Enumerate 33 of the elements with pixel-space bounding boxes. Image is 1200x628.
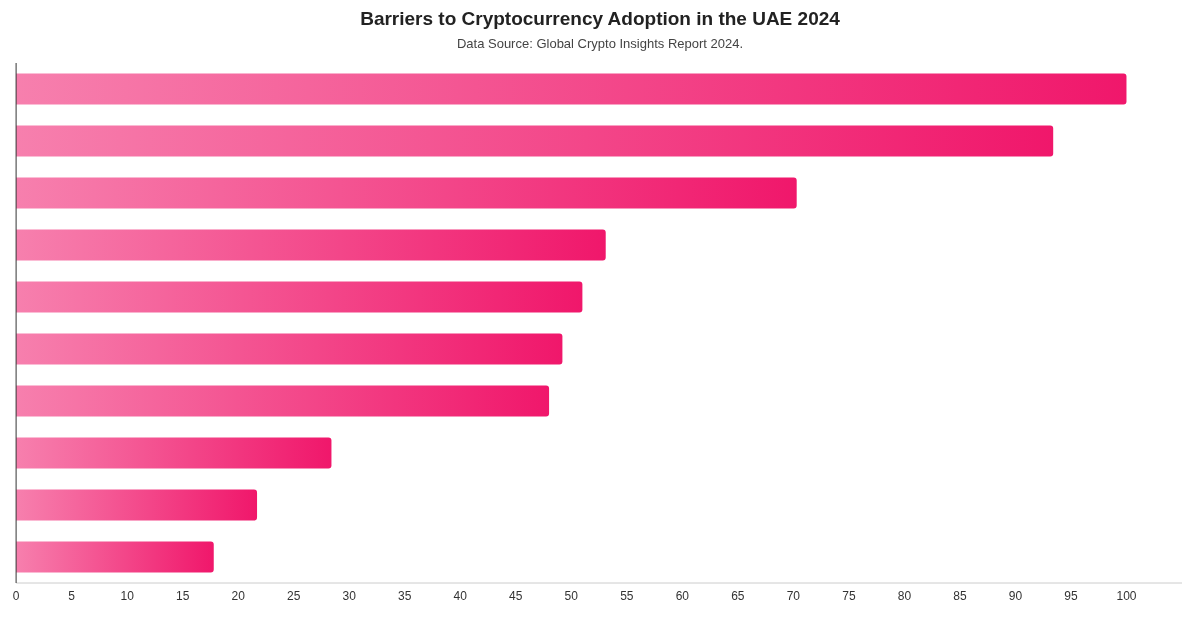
x-tick-label: 40 — [453, 588, 468, 603]
bar — [16, 177, 797, 209]
x-tick-label: 25 — [287, 588, 301, 603]
bar — [16, 73, 1127, 105]
x-tick-label: 10 — [120, 588, 135, 603]
x-tick-label: 0 — [12, 588, 20, 603]
x-tick-label: 50 — [564, 588, 579, 603]
x-tick-label: 100 — [1116, 588, 1137, 603]
x-tick-label: 70 — [786, 588, 801, 603]
chart-subtitle: Data Source: Global Crypto Insights Report 2024. — [455, 36, 745, 51]
x-tick-label: 65 — [731, 588, 745, 603]
x-tick-label: 15 — [175, 588, 190, 603]
bar — [16, 437, 332, 469]
x-tick-label: 30 — [342, 588, 357, 603]
x-tick-label: 85 — [953, 588, 967, 603]
x-tick-label: 95 — [1064, 588, 1078, 603]
x-tick-label: 20 — [231, 588, 246, 603]
bar — [16, 489, 258, 521]
x-tick-label: 5 — [68, 588, 76, 603]
bar — [16, 125, 1054, 157]
bar — [16, 281, 583, 313]
bar — [16, 333, 563, 365]
chart-title: Barriers to Cryptocurrency Adoption in the UAE 2024 — [359, 8, 841, 30]
x-tick-label: 35 — [398, 588, 412, 603]
x-tick-label: 75 — [842, 588, 856, 603]
x-tick-label: 90 — [1008, 588, 1023, 603]
bar — [16, 229, 606, 261]
x-tick-label: 80 — [897, 588, 912, 603]
x-tick-label: 60 — [675, 588, 690, 603]
bar — [16, 541, 214, 573]
x-tick-label: 55 — [620, 588, 634, 603]
bar — [16, 385, 550, 417]
x-tick-label: 45 — [509, 588, 523, 603]
